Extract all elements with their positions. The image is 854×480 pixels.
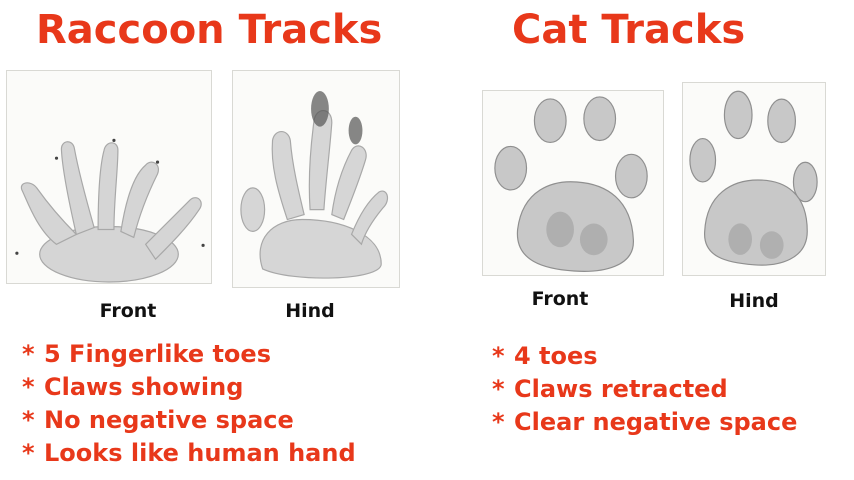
list-item: * 5 Fingerlike toes — [22, 338, 356, 371]
list-item-text: Looks like human hand — [44, 439, 356, 467]
list-item-text: Clear negative space — [514, 408, 798, 436]
bullet-marker: * — [22, 340, 35, 368]
cat-hind-track-drawing — [682, 82, 826, 276]
list-item: * 4 toes — [492, 340, 797, 373]
bullet-marker: * — [22, 373, 35, 401]
list-item-text: Claws showing — [44, 373, 244, 401]
list-item-text: Claws retracted — [514, 375, 728, 403]
list-item: * Looks like human hand — [22, 437, 356, 470]
raccoon-front-caption: Front — [99, 300, 157, 322]
list-item-text: 5 Fingerlike toes — [44, 340, 271, 368]
raccoon-tracks-title: Raccoon Tracks — [36, 7, 383, 53]
cat-feature-list: * 4 toes * Claws retracted * Clear negative… — [492, 340, 797, 439]
list-item-text: 4 toes — [514, 342, 598, 370]
list-item: * Clear negative space — [492, 406, 797, 439]
raccoon-hind-caption: Hind — [285, 300, 335, 322]
raccoon-feature-list: * 5 Fingerlike toes * Claws showing * No ne… — [22, 338, 356, 470]
list-item: * Claws retracted — [492, 373, 797, 406]
cat-front-caption: Front — [531, 288, 589, 310]
cat-front-track-drawing — [482, 90, 664, 276]
list-item: * No negative space — [22, 404, 356, 437]
bullet-marker: * — [492, 408, 505, 436]
bullet-marker: * — [492, 342, 505, 370]
raccoon-front-track-drawing — [6, 70, 212, 284]
bullet-marker: * — [22, 406, 35, 434]
raccoon-hind-track-drawing — [232, 70, 400, 288]
list-item: * Claws showing — [22, 371, 356, 404]
bullet-marker: * — [22, 439, 35, 467]
list-item-text: No negative space — [44, 406, 294, 434]
cat-tracks-title: Cat Tracks — [512, 7, 746, 53]
bullet-marker: * — [492, 375, 505, 403]
cat-hind-caption: Hind — [729, 290, 779, 312]
